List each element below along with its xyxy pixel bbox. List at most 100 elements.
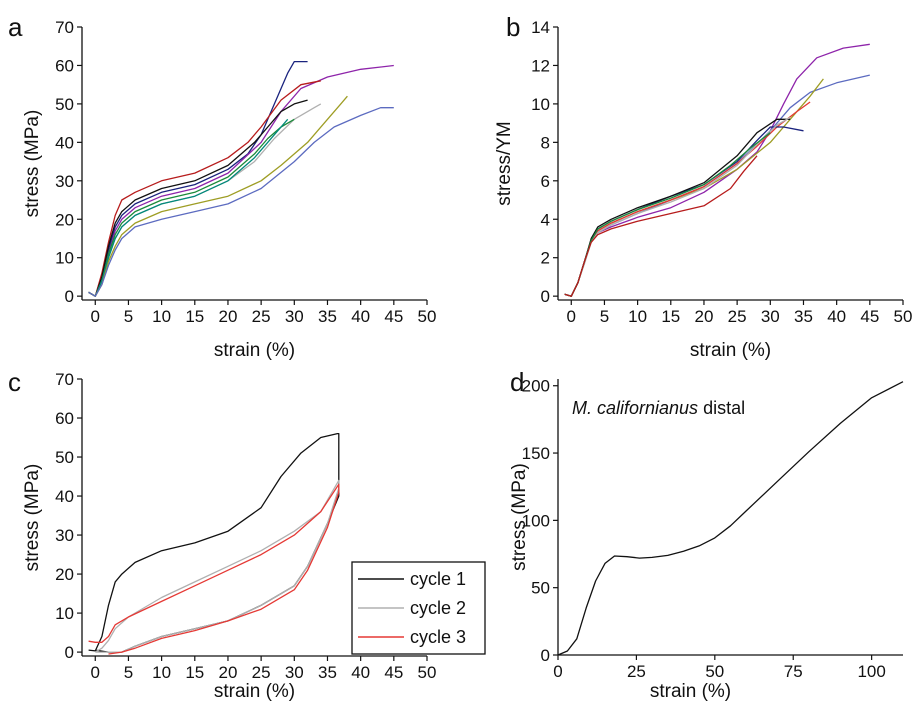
panel-a-x-tick-label: 5 [124, 307, 133, 326]
panel-a-y-tick-label: 60 [55, 56, 74, 75]
panel-c-x-tick-label: 35 [318, 663, 337, 682]
panel-b-y-tick-label: 12 [531, 56, 550, 75]
legend-label-1: cycle 1 [410, 569, 466, 589]
panel-c-x-tick-label: 40 [351, 663, 370, 682]
panel-a-y-tick-label: 50 [55, 95, 74, 114]
panel-a-series-line-9 [88, 107, 394, 297]
panel-a-y-tick-label: 30 [55, 172, 74, 191]
legend-label-2: cycle 2 [410, 598, 466, 618]
panel-d-chart: d 0 25 50 75 100 0 50 100 150 200 strain (%) stress … [509, 367, 904, 702]
panel-a-series-line-6 [88, 118, 295, 297]
panel-c-x-tick-label: 50 [418, 663, 437, 682]
panel-c-y-tick-label: 30 [55, 526, 74, 545]
panel-c-x-tick-label: 10 [152, 663, 171, 682]
panel-c-y-tick-label: 70 [55, 370, 74, 389]
panel-b-y-axis-label: stress/YM [494, 121, 515, 205]
panel-b-chart: b 0 5 10 15 20 25 30 35 40 45 50 0 2 4 6 8 10 12 14 strain (… [494, 12, 912, 361]
panel-c-chart: c 0 5 10 15 20 25 30 35 40 45 50 0 10 20 30 40 50 60 70 stra… [8, 367, 486, 702]
panel-a-x-tick-label: 20 [219, 307, 238, 326]
panel-d-x-tick-label: 75 [784, 662, 803, 681]
panel-b-x-tick-label: 15 [661, 307, 680, 326]
panel-c-y-tick-label: 50 [55, 448, 74, 467]
panel-d-y-tick-label: 150 [522, 444, 550, 463]
panel-b-x-tick-label: 35 [794, 307, 813, 326]
panel-a-series-line-3 [88, 80, 321, 297]
panel-a-series-line-2 [88, 64, 394, 297]
panel-a-chart: a 0 5 10 15 20 25 30 35 40 45 50 0 10 20 30 40 50 60 70 stra… [8, 12, 436, 361]
panel-b-y-tick-label: 14 [531, 18, 550, 37]
panel-c-series-line-2 [94, 479, 340, 653]
panel-a-x-tick-label: 0 [91, 307, 100, 326]
panel-a-x-tick-label: 30 [285, 307, 304, 326]
panel-c-x-tick-label: 25 [252, 663, 271, 682]
panel-b-y-tick-label: 8 [541, 133, 550, 152]
panel-b-x-tick-label: 50 [894, 307, 912, 326]
panel-a-x-tick-label: 45 [384, 307, 403, 326]
panel-a-x-tick-label: 40 [351, 307, 370, 326]
panel-a-series-line-7 [88, 118, 289, 297]
panel-b-y-tick-label: 10 [531, 95, 550, 114]
panel-b-x-tick-label: 5 [600, 307, 609, 326]
panel-b-x-tick-label: 10 [628, 307, 647, 326]
panel-d-annotation: M. californianus distal [572, 398, 745, 418]
panel-b-series-line-9 [564, 155, 758, 297]
panel-b-x-tick-label: 20 [695, 307, 714, 326]
panel-a-y-tick-label: 70 [55, 18, 74, 37]
panel-a-x-tick-label: 50 [418, 307, 437, 326]
panel-c-y-axis-label: stress (MPa) [22, 464, 43, 572]
legend-label-3: cycle 3 [410, 627, 466, 647]
panel-c-y-tick-label: 0 [65, 643, 74, 662]
panel-a-letter: a [8, 12, 23, 42]
panel-a-x-tick-label: 10 [152, 307, 171, 326]
panel-a-series-line-4 [88, 99, 308, 297]
panel-a-x-tick-label: 15 [185, 307, 204, 326]
panel-b-x-tick-label: 30 [761, 307, 780, 326]
panel-d-y-tick-label: 100 [522, 511, 550, 530]
panel-b-series-line-2 [564, 74, 870, 297]
panel-d-x-tick-label: 50 [705, 662, 724, 681]
panel-a-x-tick-label: 35 [318, 307, 337, 326]
panel-c-x-tick-label: 15 [185, 663, 204, 682]
panel-a-series-line-5 [88, 103, 322, 297]
panel-c-series-line-3 [88, 483, 340, 655]
panel-d-letter: d [510, 367, 524, 397]
panel-b-x-tick-label: 45 [860, 307, 879, 326]
panel-d-series-line-1 [557, 381, 904, 656]
panel-c-y-tick-label: 40 [55, 487, 74, 506]
panel-d-x-tick-label: 25 [627, 662, 646, 681]
panel-b-y-tick-label: 0 [541, 287, 550, 306]
panel-b-y-tick-label: 2 [541, 249, 550, 268]
panel-a-x-tick-label: 25 [252, 307, 271, 326]
panel-c-y-tick-label: 20 [55, 565, 74, 584]
panel-a-y-tick-label: 10 [55, 249, 74, 268]
panel-c-letter: c [8, 367, 21, 397]
panel-a-y-tick-label: 20 [55, 210, 74, 229]
panel-b-y-tick-label: 6 [541, 172, 550, 191]
panel-a-y-tick-label: 40 [55, 133, 74, 152]
panel-b-series-line-1 [564, 43, 870, 297]
panel-c-x-tick-label: 20 [219, 663, 238, 682]
panel-c-x-tick-label: 5 [124, 663, 133, 682]
panel-c-x-tick-label: 0 [91, 663, 100, 682]
panel-c-x-axis-label: strain (%) [214, 681, 295, 702]
panel-b-x-tick-label: 25 [728, 307, 747, 326]
panel-c-y-tick-label: 10 [55, 604, 74, 623]
panel-b-y-tick-label: 4 [541, 210, 550, 229]
panel-d-y-tick-label: 50 [531, 579, 550, 598]
panel-a-x-axis-label: strain (%) [214, 340, 295, 361]
panel-d-y-tick-label: 0 [541, 646, 550, 665]
panel-d-x-axis-label: strain (%) [650, 681, 731, 702]
panel-b-letter: b [506, 12, 520, 42]
panel-b-series-line-4 [564, 101, 811, 297]
panel-b-x-tick-label: 40 [827, 307, 846, 326]
panel-b-x-tick-label: 0 [567, 307, 576, 326]
panel-d-y-tick-label: 200 [522, 377, 550, 396]
panel-c-x-tick-label: 45 [384, 663, 403, 682]
panel-d-y-axis-label: stress (MPa) [509, 463, 530, 571]
panel-b-x-axis-label: strain (%) [690, 340, 771, 361]
panel-b-series-line-5 [564, 126, 804, 297]
panel-a-y-axis-label: stress (MPa) [22, 110, 43, 218]
panel-c-x-tick-label: 30 [285, 663, 304, 682]
panel-c-y-tick-label: 60 [55, 409, 74, 428]
